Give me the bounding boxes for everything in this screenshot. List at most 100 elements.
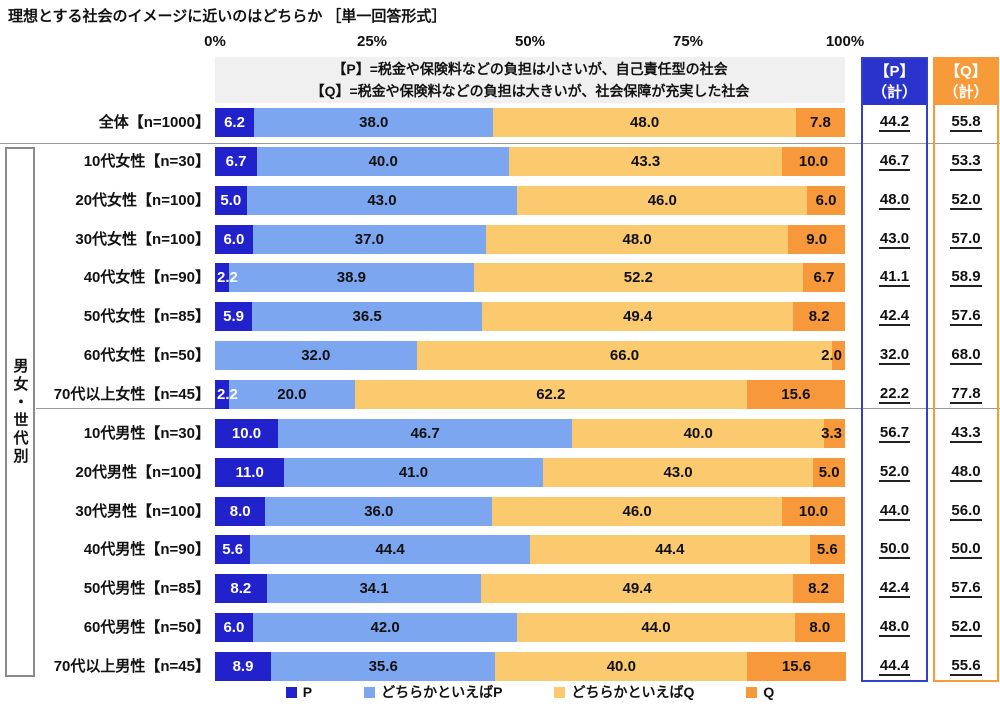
chart-row: 10代男性【n=30】 10.0 46.7 40.0 3.3 bbox=[0, 419, 860, 448]
bar-value-label: 46.7 bbox=[410, 425, 440, 442]
bar-value-label: 6.7 bbox=[813, 269, 835, 286]
bar-segment-p: 11.0 bbox=[215, 458, 285, 487]
bar-segment-q: 8.2 bbox=[793, 302, 845, 331]
bar-segment-p: 6.2 bbox=[215, 108, 255, 137]
bar-value-label: 15.6 bbox=[781, 386, 811, 403]
legend-swatch-p-icon bbox=[285, 686, 297, 698]
bar-segment-p: 6.0 bbox=[215, 225, 253, 254]
bar-value-label: 46.0 bbox=[647, 192, 677, 209]
p-total-value: 56.7 bbox=[878, 423, 911, 443]
bar-value-label: 8.0 bbox=[809, 619, 831, 636]
q-total-header: 【Q】 （計） bbox=[935, 59, 997, 105]
p-total-value: 42.4 bbox=[878, 579, 911, 599]
stacked-bar: 2.2 38.9 52.2 6.7 bbox=[215, 263, 845, 292]
p-total-value: 41.1 bbox=[878, 268, 911, 288]
bar-value-label: 48.0 bbox=[630, 114, 660, 131]
bar-segment-q: 2.0 bbox=[821, 341, 845, 370]
row-label: 30代男性【n=100】 bbox=[75, 503, 210, 520]
group-label: 男女・世代別 bbox=[11, 358, 29, 466]
bar-segment-rather-p: 38.0 bbox=[254, 108, 494, 137]
p-total-value: 43.0 bbox=[878, 229, 911, 249]
legend-label-rather-q: どちらかといえばQ bbox=[571, 684, 695, 700]
bar-segment-q: 10.0 bbox=[781, 497, 845, 526]
p-total-value: 44.4 bbox=[878, 656, 911, 676]
legend-item-rather-p: どちらかといえばP bbox=[364, 682, 502, 702]
chart-title: 理想とする社会のイメージに近いのはどちらか ［単一回答形式］ bbox=[8, 8, 447, 25]
chart-row: 20代男性【n=100】 11.0 41.0 43.0 5.0 bbox=[0, 458, 860, 487]
q-total-value: 58.9 bbox=[950, 268, 982, 288]
bar-value-label: 46.0 bbox=[622, 503, 652, 520]
bar-value-label: 5.0 bbox=[220, 192, 242, 209]
bar-value-label: 43.0 bbox=[367, 192, 397, 209]
bar-segment-p: 5.6 bbox=[215, 535, 251, 564]
legend-item-q: Q bbox=[746, 684, 774, 700]
q-total-value: 50.0 bbox=[950, 540, 982, 560]
bar-value-label: 36.0 bbox=[364, 503, 394, 520]
stacked-bar: 8.2 34.1 49.4 8.2 bbox=[215, 574, 845, 603]
q-total-value: 68.0 bbox=[950, 346, 982, 366]
bar-segment-q: 6.7 bbox=[802, 263, 845, 292]
bar-segment-rather-p: 46.7 bbox=[278, 419, 573, 448]
bar-value-label: 40.0 bbox=[606, 658, 636, 675]
bar-segment-rather-q: 52.2 bbox=[473, 263, 803, 292]
bar-segment-rather-p: 41.0 bbox=[284, 458, 543, 487]
p-total-column: 【P】 （計） 44.2 46.7 48.0 43.0 41.1 42.4 32.0 22.2… bbox=[861, 57, 928, 682]
p-total-value: 22.2 bbox=[878, 384, 911, 404]
legend-swatch-q-icon bbox=[746, 686, 758, 698]
bar-value-label: 36.5 bbox=[352, 308, 382, 325]
bar-segment-rather-p: 36.0 bbox=[265, 497, 493, 526]
bar-segment-rather-q: 49.4 bbox=[482, 302, 794, 331]
q-total-value: 56.0 bbox=[950, 501, 982, 521]
q-definition: 【Q】=税金や保険料などの負担は大きいが、社会保障が充実した社会 bbox=[310, 83, 750, 99]
stacked-bar: 5.0 43.0 46.0 6.0 bbox=[215, 186, 845, 215]
chart-row: 70代以上男性【n=45】 8.9 35.6 40.0 15.6 bbox=[0, 652, 860, 681]
bar-value-label: 8.2 bbox=[808, 308, 830, 325]
bar-segment-rather-p: 32.0 bbox=[215, 341, 417, 370]
bar-value-label: 43.3 bbox=[630, 153, 661, 170]
bar-segment-rather-q: 66.0 bbox=[416, 341, 833, 370]
p-total-header-line2: （計） bbox=[871, 84, 917, 101]
legend-label-rather-p: どちらかといえばP bbox=[381, 684, 503, 700]
stacked-bar: 10.0 46.7 40.0 3.3 bbox=[215, 419, 845, 448]
q-total-header-line2: （計） bbox=[943, 84, 989, 101]
bar-segment-rather-q: 49.4 bbox=[481, 574, 793, 603]
q-total-value: 52.0 bbox=[950, 190, 982, 210]
bar-segment-q: 15.6 bbox=[746, 380, 845, 409]
bar-value-label: 40.0 bbox=[683, 425, 713, 442]
p-definition: 【P】=税金や保険料などの負担は小さいが、自己責任型の社会 bbox=[332, 61, 728, 77]
bar-segment-p: 2.2 bbox=[215, 380, 238, 409]
p-total-value: 44.0 bbox=[878, 501, 911, 521]
bar-segment-rather-p: 38.9 bbox=[228, 263, 474, 292]
q-total-value: 53.3 bbox=[950, 151, 982, 171]
bar-value-label: 44.0 bbox=[641, 619, 671, 636]
bar-segment-rather-q: 43.3 bbox=[509, 147, 782, 176]
q-total-value: 43.3 bbox=[950, 423, 982, 443]
p-total-value: 48.0 bbox=[878, 618, 911, 638]
bar-value-label: 49.4 bbox=[622, 580, 652, 597]
stacked-bar: 8.9 35.6 40.0 15.6 bbox=[215, 652, 846, 681]
bar-segment-p: 8.0 bbox=[215, 497, 266, 526]
bar-value-label: 15.6 bbox=[781, 658, 812, 675]
bar-value-label: 44.4 bbox=[655, 541, 685, 558]
q-total-value: 55.6 bbox=[950, 656, 982, 676]
row-label: 60代男性【n=50】 bbox=[83, 619, 210, 636]
chart-row: 30代女性【n=100】 6.0 37.0 48.0 9.0 bbox=[0, 225, 860, 254]
stacked-bar: 6.0 37.0 48.0 9.0 bbox=[215, 225, 845, 254]
stacked-bar: 6.7 40.0 43.3 10.0 bbox=[215, 147, 845, 176]
bar-value-label: 66.0 bbox=[609, 347, 640, 364]
axis-tick-25: 25% bbox=[356, 33, 388, 50]
bar-value-label: 6.0 bbox=[223, 231, 245, 248]
row-label: 60代女性【n=50】 bbox=[83, 347, 210, 364]
row-label: 40代男性【n=90】 bbox=[83, 541, 210, 558]
bar-segment-q: 8.2 bbox=[792, 574, 845, 603]
bar-value-label: 6.7 bbox=[225, 153, 247, 170]
bar-value-label: 8.2 bbox=[808, 580, 829, 597]
row-label: 30代女性【n=100】 bbox=[75, 231, 210, 248]
bar-value-label: 52.2 bbox=[623, 269, 653, 286]
row-label: 全体【n=1000】 bbox=[98, 114, 210, 131]
bar-value-label: 44.4 bbox=[375, 541, 405, 558]
bar-value-label: 41.0 bbox=[398, 464, 429, 481]
p-total-value: 46.7 bbox=[878, 151, 911, 171]
bar-segment-rather-p: 40.0 bbox=[257, 147, 510, 176]
row-label: 50代男性【n=85】 bbox=[83, 580, 210, 597]
